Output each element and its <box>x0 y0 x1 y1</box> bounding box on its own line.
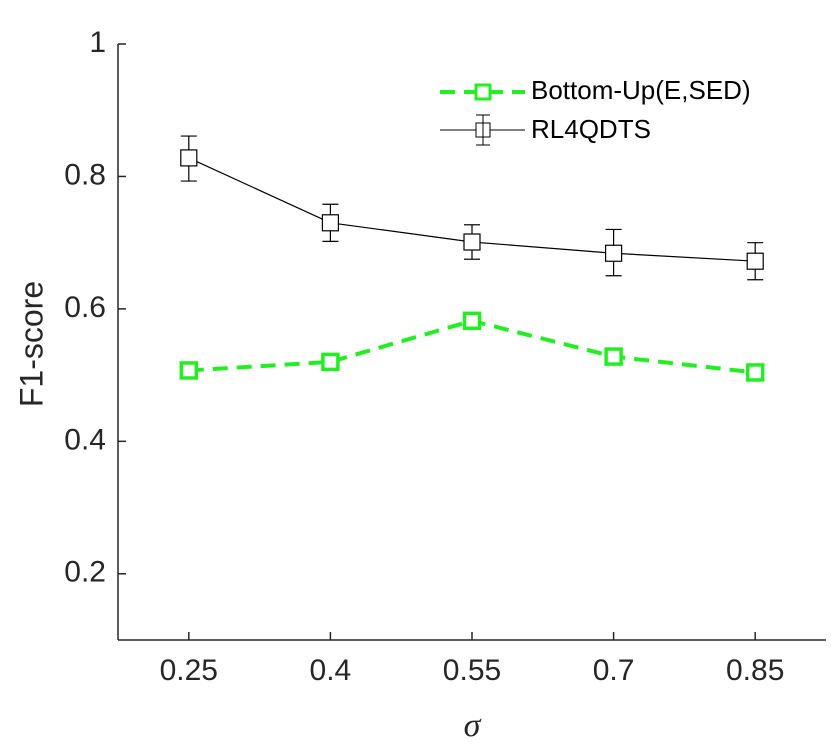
axes <box>117 44 826 641</box>
series <box>179 135 765 382</box>
y-tick-label: 1 <box>89 26 106 59</box>
legend-label-rl4qdts: RL4QDTS <box>531 114 651 144</box>
x-tick-label: 0.25 <box>160 654 218 687</box>
data-point-marker <box>321 214 339 232</box>
y-tick-label: 0.4 <box>64 423 106 456</box>
data-point-marker <box>180 149 198 167</box>
y-tick-label: 0.8 <box>64 158 106 191</box>
legend: Bottom-Up(E,SED) RL4QDTS <box>440 75 751 146</box>
data-point-marker <box>462 311 482 331</box>
legend-label-bottom-up: Bottom-Up(E,SED) <box>531 75 751 105</box>
data-point-marker <box>745 363 765 382</box>
x-tick-label: 0.55 <box>443 654 501 687</box>
data-point-marker <box>179 361 199 380</box>
data-point-marker <box>604 244 623 262</box>
data-point-marker <box>604 347 623 366</box>
y-tick-label: 0.6 <box>64 291 106 324</box>
legend-marker-bottom-up <box>474 83 492 101</box>
data-point-marker <box>321 352 340 372</box>
x-tick-label: 0.4 <box>310 654 352 687</box>
y-axis-title: F1-score <box>13 281 49 407</box>
x-tick-label: 0.85 <box>726 654 784 687</box>
y-tick-label: 0.2 <box>64 556 106 589</box>
x-axis-title: σ <box>464 707 482 744</box>
data-point-marker <box>746 252 764 270</box>
data-point-marker <box>463 233 481 251</box>
x-tick-label: 0.7 <box>593 654 635 687</box>
ticks: 0.2 0.4 0.6 0.8 1 0.25 0.4 0.55 0.7 0.85 <box>64 26 784 687</box>
